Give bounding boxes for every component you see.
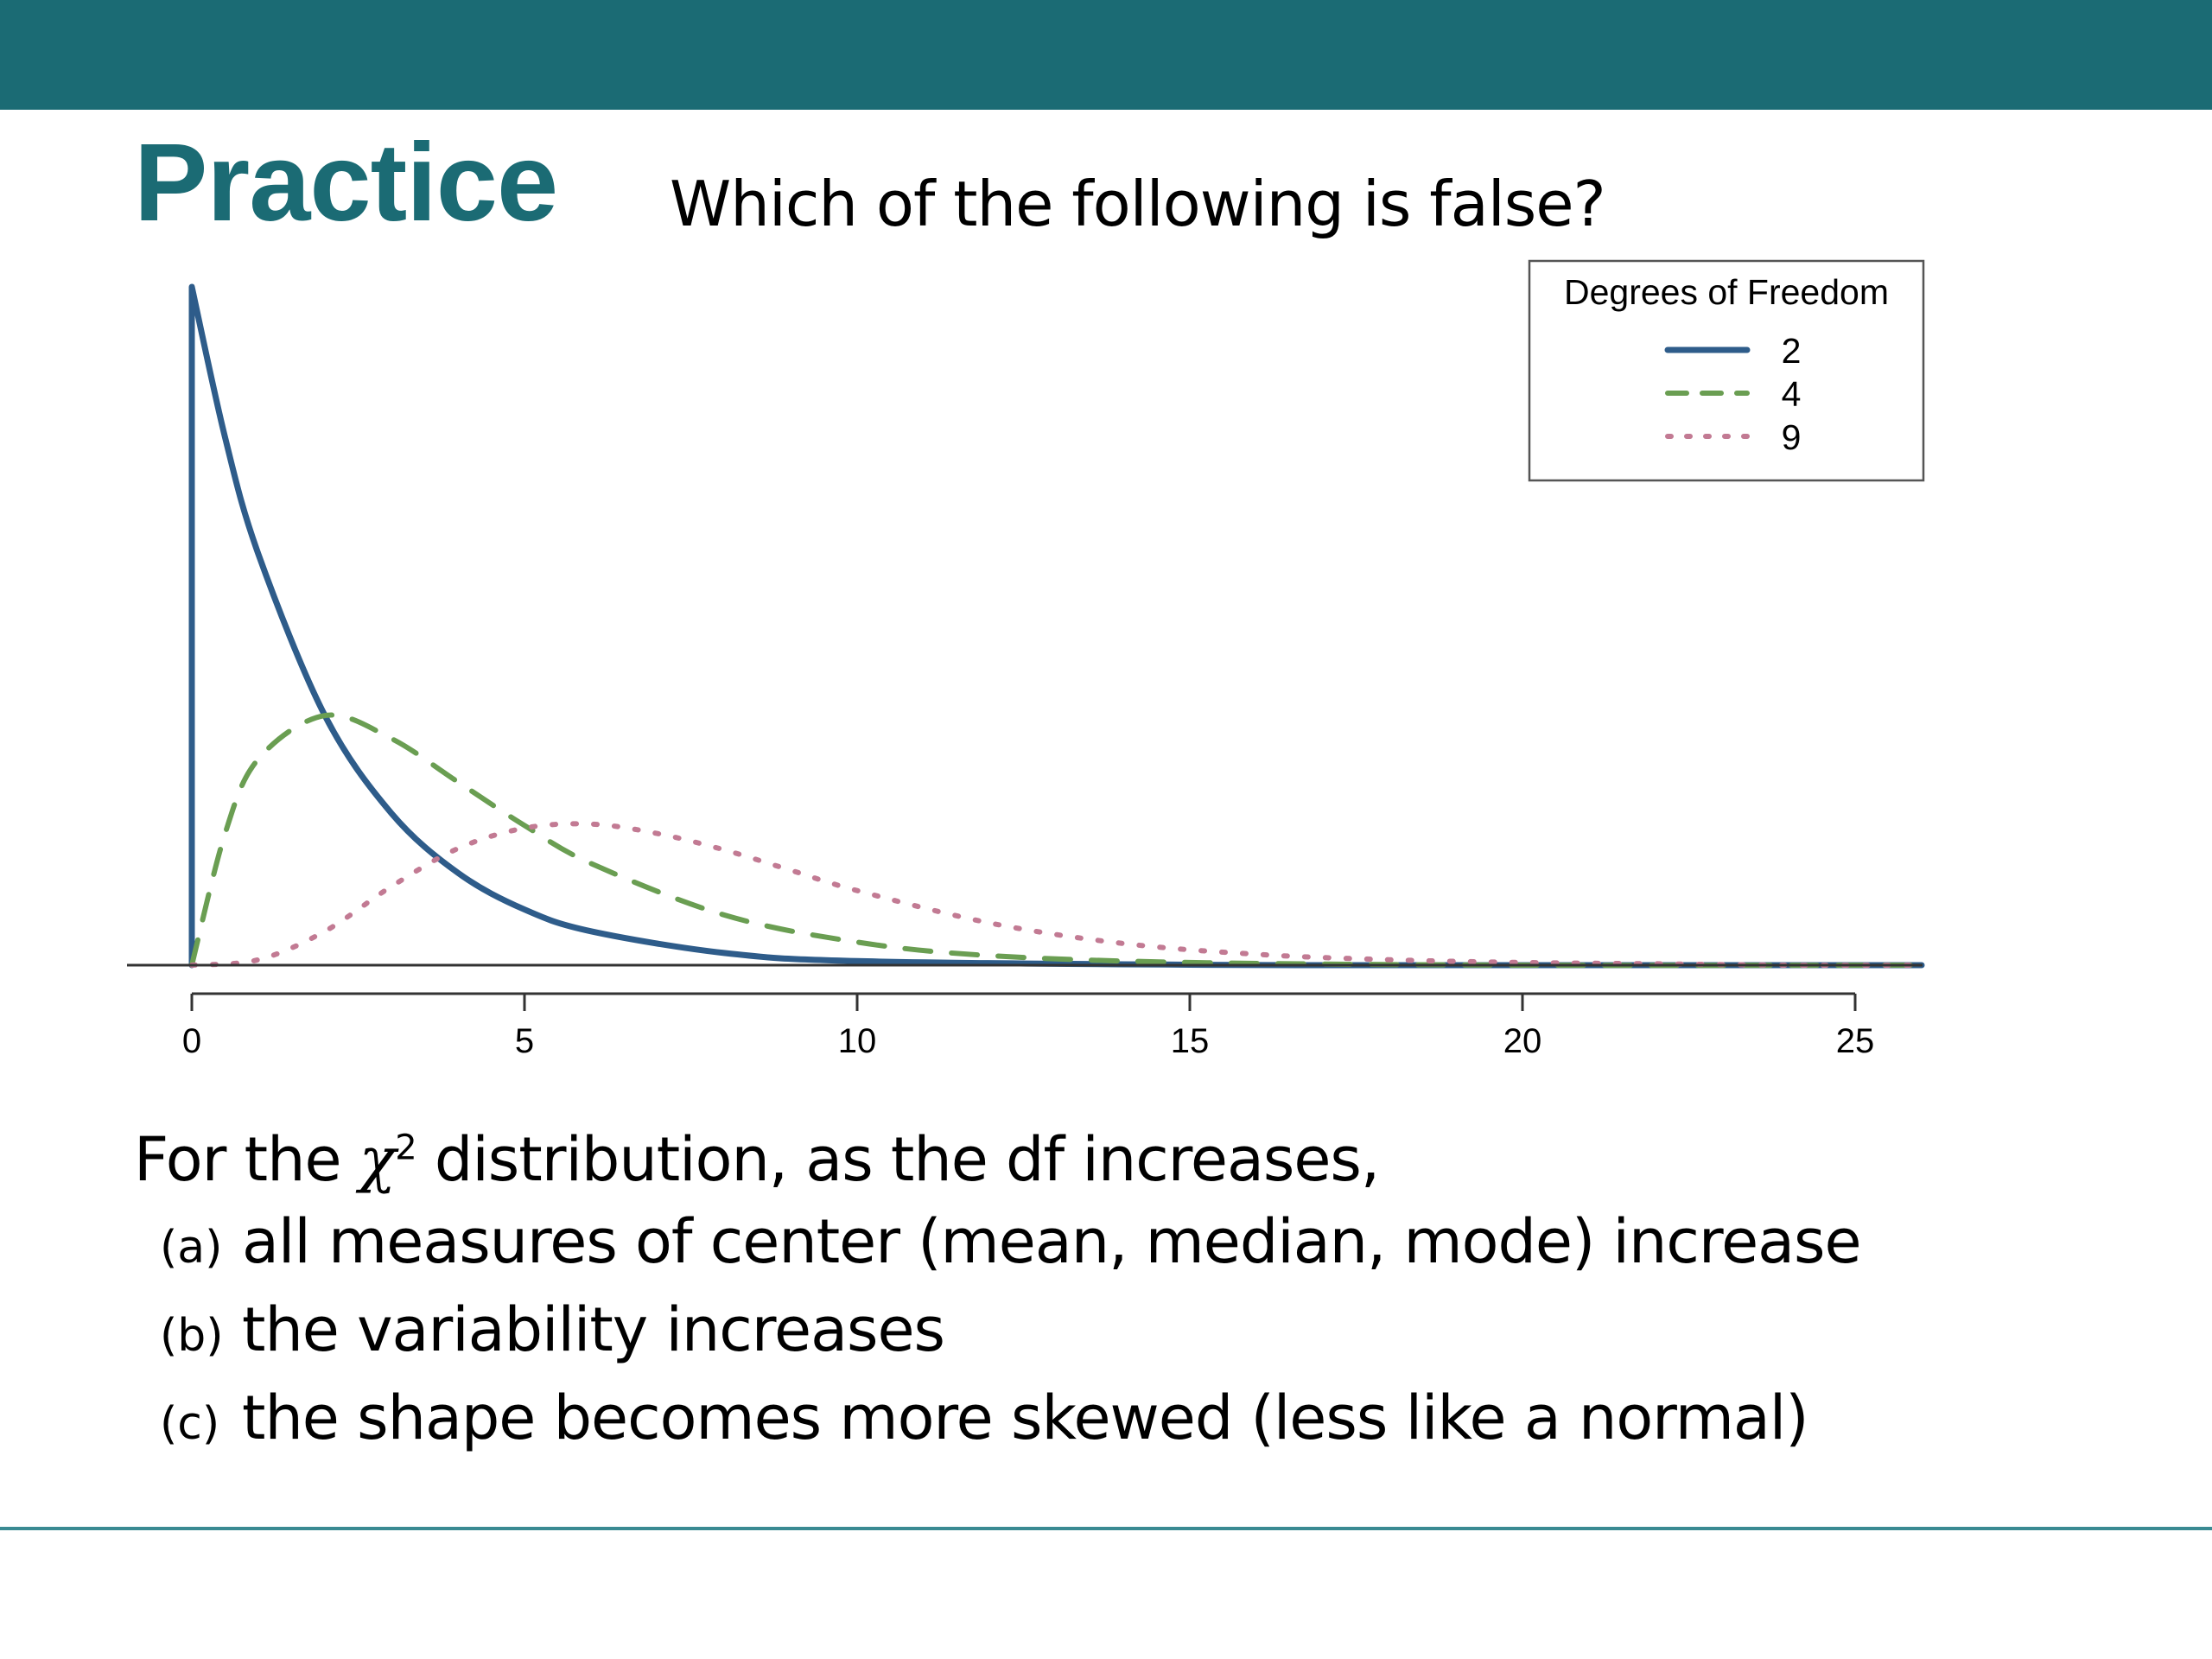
x-axis: 0 5 10 15 20 25 bbox=[182, 992, 1875, 1060]
option-letter: (b) bbox=[160, 1310, 224, 1362]
legend-label-df-2: 2 bbox=[1782, 331, 1802, 371]
option-letter: (c) bbox=[160, 1398, 220, 1450]
option-text: all measures of center (mean, median, mo… bbox=[242, 1206, 1862, 1277]
lead-sentence: For the χ2 distribution, as the df incre… bbox=[134, 1123, 2121, 1196]
option-text: the shape becomes more skewed (less like… bbox=[242, 1382, 1809, 1453]
option-letter: (a) bbox=[160, 1222, 223, 1274]
x-tick-label: 15 bbox=[1171, 1022, 1210, 1060]
option-text: the variability increases bbox=[242, 1294, 945, 1365]
option-c[interactable]: (c) the shape becomes more skewed (less … bbox=[160, 1382, 2121, 1453]
question-text: Which of the following is false? bbox=[670, 168, 1606, 240]
legend: Degrees of Freedom 249 bbox=[1528, 259, 1925, 482]
option-b[interactable]: (b) the variability increases bbox=[160, 1294, 2121, 1365]
x-tick-label: 0 bbox=[182, 1022, 201, 1060]
legend-label-df-4: 4 bbox=[1782, 374, 1802, 414]
legend-title: Degrees of Freedom bbox=[1564, 272, 1889, 312]
series-line-df-4 bbox=[189, 712, 1924, 969]
chi-superscript: 2 bbox=[395, 1128, 416, 1168]
x-tick-label: 10 bbox=[838, 1022, 877, 1060]
slide-title: Practice bbox=[134, 121, 558, 245]
option-a[interactable]: (a) all measures of center (mean, median… bbox=[160, 1206, 2121, 1277]
bottom-rule bbox=[0, 1527, 2212, 1530]
legend-label-df-9: 9 bbox=[1782, 417, 1802, 457]
answer-options: (a) all measures of center (mean, median… bbox=[134, 1206, 2121, 1453]
x-tick-label: 25 bbox=[1836, 1022, 1875, 1060]
chi-square-chart: 0 5 10 15 20 25 Degrees of Freedom 249 bbox=[127, 259, 1925, 1060]
question-body: For the χ2 distribution, as the df incre… bbox=[134, 1123, 2121, 1471]
series-line-df-9 bbox=[189, 821, 1924, 969]
x-tick-label: 20 bbox=[1503, 1022, 1542, 1060]
lead-after: distribution, as the df increases, bbox=[416, 1124, 1380, 1195]
chi-symbol: χ bbox=[359, 1124, 396, 1195]
x-tick-label: 5 bbox=[515, 1022, 534, 1060]
legend-box bbox=[1528, 259, 1925, 482]
lead-before: For the bbox=[134, 1124, 359, 1195]
top-banner bbox=[0, 0, 2212, 110]
